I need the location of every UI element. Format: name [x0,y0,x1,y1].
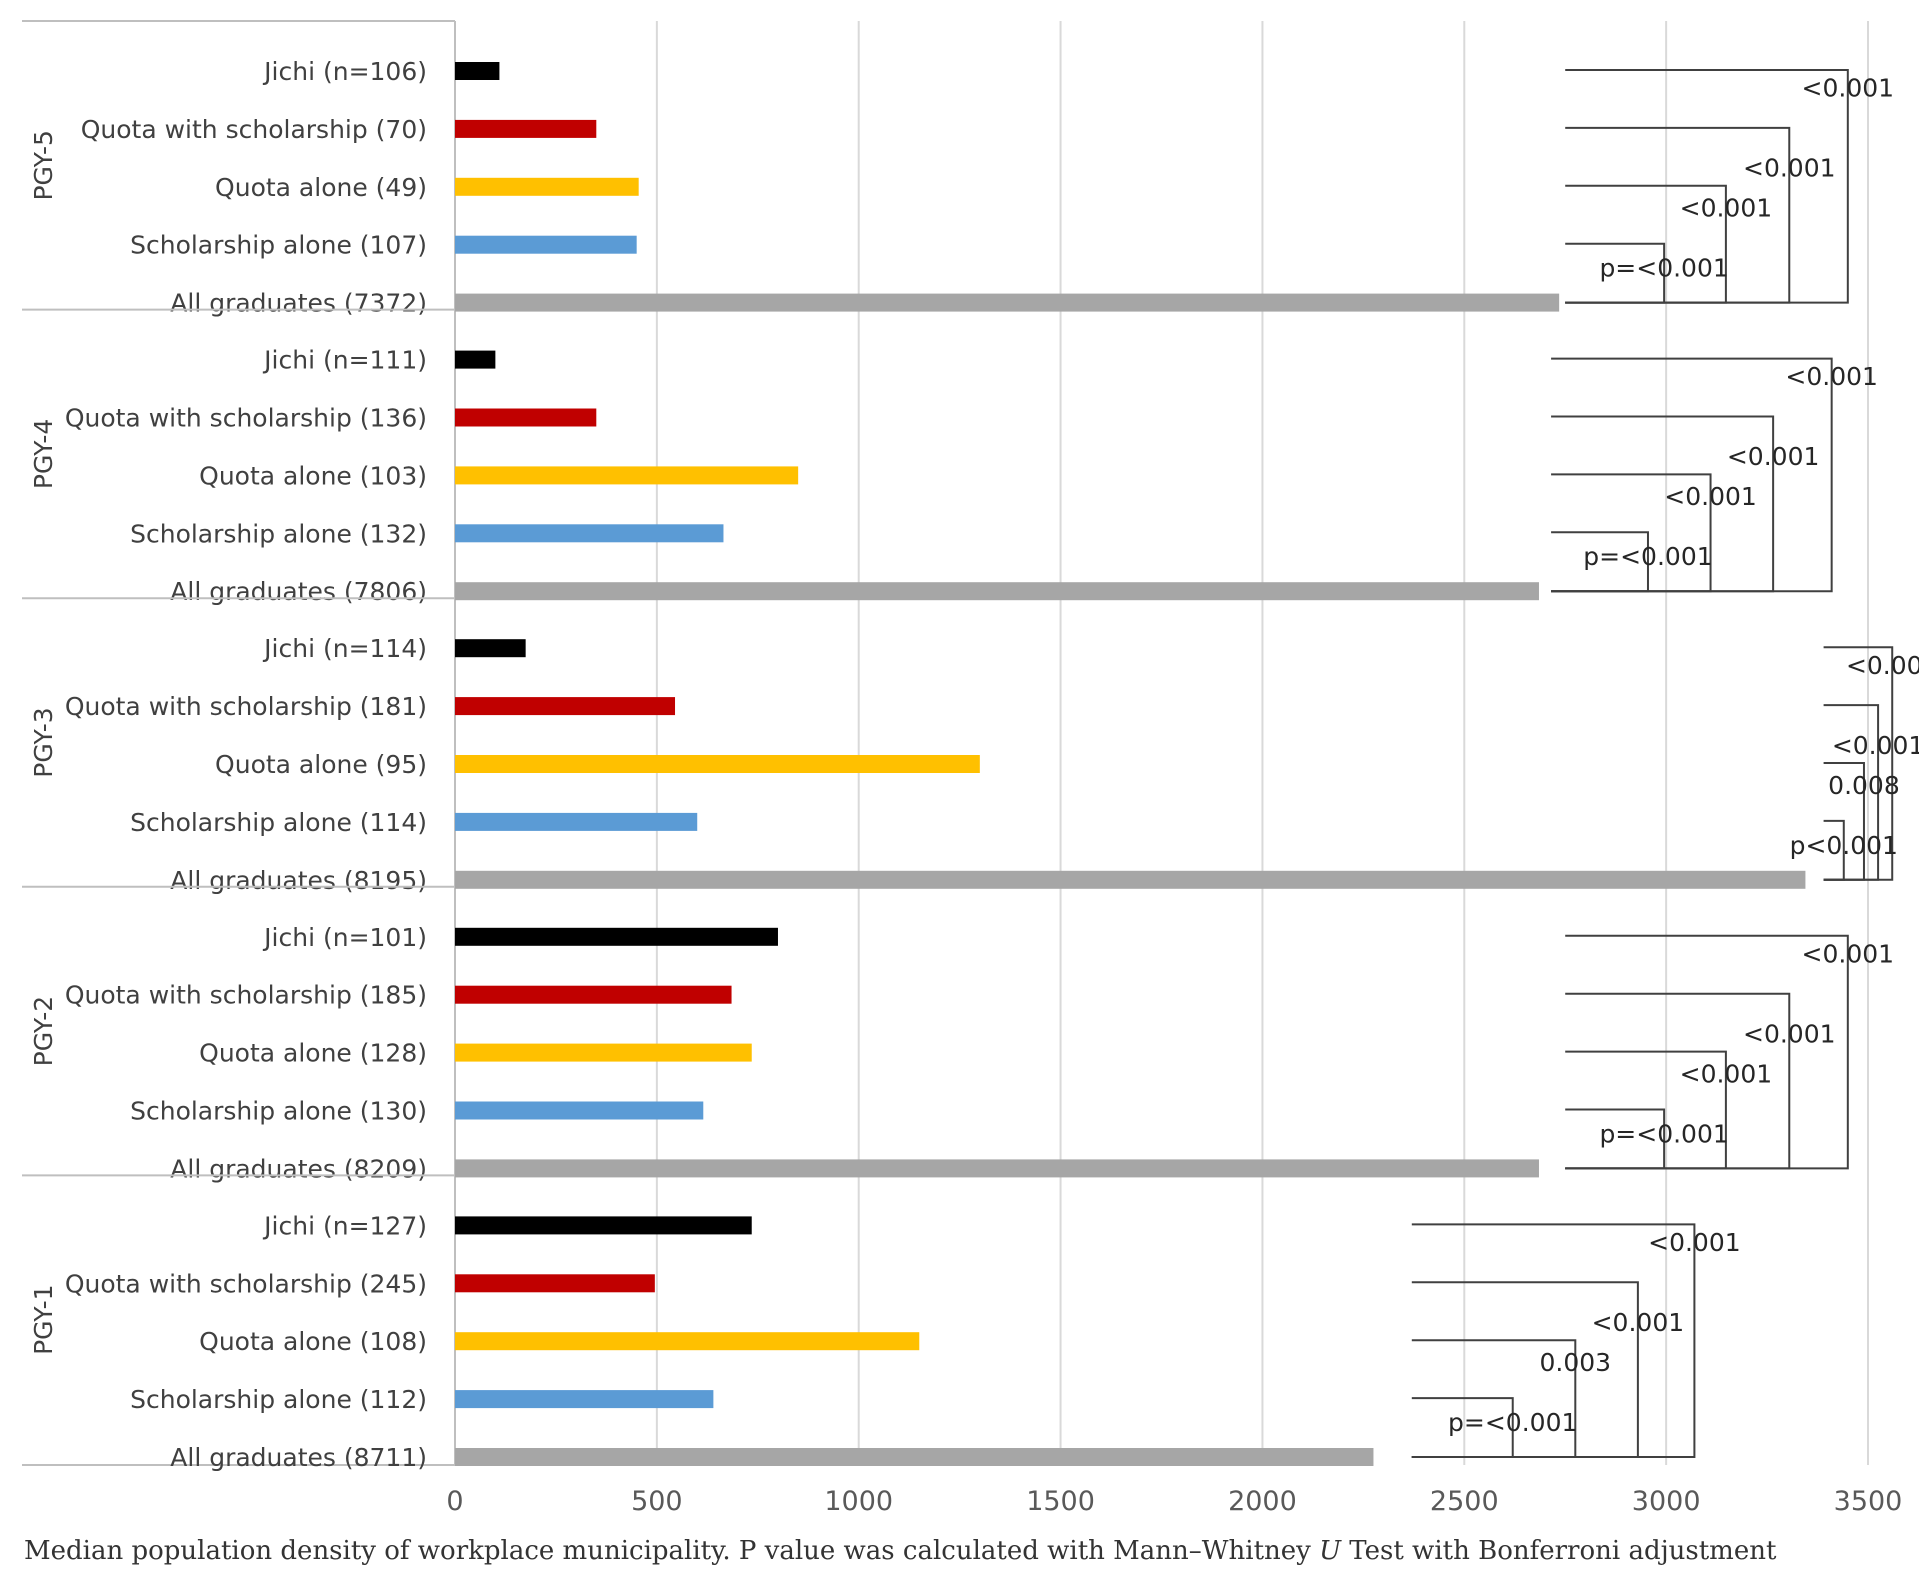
p-value-label: p=<0.001 [1583,542,1712,571]
bar-scholarship-alone [455,1390,714,1409]
bar-label: Quota with scholarship (185) [65,981,427,1010]
p-value-label: <0.001 [1743,1019,1836,1048]
bar-label: Quota alone (95) [215,750,427,779]
bar-label: Quota alone (128) [199,1039,427,1068]
bar-label: All graduates (8711) [170,1443,427,1472]
group-label: PGY-2 [29,996,58,1066]
bar-quota-alone [455,177,639,196]
bar-label: Quota alone (49) [215,173,427,202]
caption-text-before: Median population density of workplace m… [24,1536,1320,1566]
bar-scholarship-alone [455,1101,704,1120]
p-value-label: p=<0.001 [1599,254,1728,283]
bar-label: All graduates (7806) [170,577,427,606]
bar-label: Jichi (n=127) [262,1211,427,1240]
x-tick-label-1500: 1500 [1026,1486,1095,1517]
bar-jichi [455,1216,752,1235]
x-tick-label-2000: 2000 [1228,1486,1297,1517]
bar-jichi [455,350,496,369]
bar-scholarship-alone [455,812,698,831]
bar-quota-alone [455,1043,752,1062]
bar-label: Jichi (n=114) [262,634,427,663]
p-value-label: 0.008 [1828,771,1900,800]
p-value-label: <0.001 [1802,74,1895,103]
bar-label: Quota alone (108) [199,1327,427,1356]
x-tick-label-500: 500 [631,1486,683,1517]
bar-quota-with-scholarship [455,408,597,427]
bar-label: Scholarship alone (107) [130,231,427,260]
bar-all-graduates [455,1159,1539,1178]
p-value-label: <0.001 [1664,482,1757,511]
bar-label: Quota with scholarship (70) [81,115,427,144]
significance-bracket [1565,1108,1666,1170]
bar-label: Scholarship alone (112) [130,1385,427,1414]
bar-label: All graduates (7372) [170,289,427,318]
bar-label: Scholarship alone (132) [130,519,427,548]
bar-label: All graduates (8195) [170,866,427,895]
significance-bracket [1411,1397,1514,1458]
p-value-label: p=<0.001 [1448,1408,1577,1437]
bar-label: Scholarship alone (130) [130,1097,427,1126]
p-value-label: 0.003 [1540,1348,1612,1377]
bar-jichi [455,927,778,946]
bar-quota-alone [455,1332,920,1351]
bar-quota-with-scholarship [455,985,732,1004]
bar-label: Scholarship alone (114) [130,808,427,837]
group-label: PGY-3 [29,707,58,777]
x-tick-label-2500: 2500 [1430,1486,1499,1517]
bar-scholarship-alone [455,524,724,543]
bar-label: Jichi (n=111) [262,346,427,375]
caption-text-after: Test with Bonferroni adjustment [1341,1536,1777,1566]
significance-bracket [1565,242,1666,304]
bar-all-graduates [455,293,1560,312]
bar-all-graduates [455,870,1806,889]
p-value-label: <0.001 [1727,442,1820,471]
significance-bracket [1823,819,1845,881]
p-value-label: <0.001 [1743,154,1836,183]
x-tick-label-3000: 3000 [1632,1486,1701,1517]
bar-quota-with-scholarship [455,1274,655,1293]
p-value-label: p<0.001 [1790,831,1898,860]
p-value-label: <0.001 [1680,1059,1773,1088]
bar-quota-alone [455,466,799,485]
group-label: PGY-4 [29,419,58,489]
p-value-label: <0.001 [1832,731,1919,760]
group-label: PGY-5 [29,130,58,200]
p-value-label: p=<0.001 [1599,1119,1728,1148]
figure-caption: Median population density of workplace m… [24,1536,1776,1566]
bar-label: Jichi (n=106) [262,57,427,86]
caption-text-italic: U [1319,1536,1342,1566]
p-value-label: <0.001 [1648,1228,1741,1257]
group-label: PGY-1 [29,1284,58,1354]
bar-jichi [455,639,526,658]
x-tick-label-1000: 1000 [824,1486,893,1517]
bar-quota-with-scholarship [455,697,676,716]
x-tick-label-3500: 3500 [1834,1486,1903,1517]
p-value-label: <0.001 [1592,1308,1685,1337]
bar-label: Quota alone (103) [199,461,427,490]
bar-all-graduates [455,582,1539,601]
bar-label: All graduates (8209) [170,1154,427,1183]
bar-quota-alone [455,755,980,773]
p-value-label: <0.001 [1802,939,1895,968]
p-value-label: <0.001 [1846,651,1919,680]
p-value-label: <0.001 [1785,362,1878,391]
bar-label: Quota with scholarship (245) [65,1269,427,1298]
significance-bracket [1551,531,1649,593]
bar-label: Jichi (n=101) [262,923,427,952]
x-tick-label-0: 0 [446,1486,463,1517]
bar-scholarship-alone [455,235,637,254]
bar-label: Quota with scholarship (181) [65,692,427,721]
bar-quota-with-scholarship [455,119,597,138]
bar-jichi [455,62,500,80]
p-value-label: <0.001 [1680,194,1773,223]
bar-label: Quota with scholarship (136) [65,404,427,433]
bar-all-graduates [455,1448,1374,1466]
